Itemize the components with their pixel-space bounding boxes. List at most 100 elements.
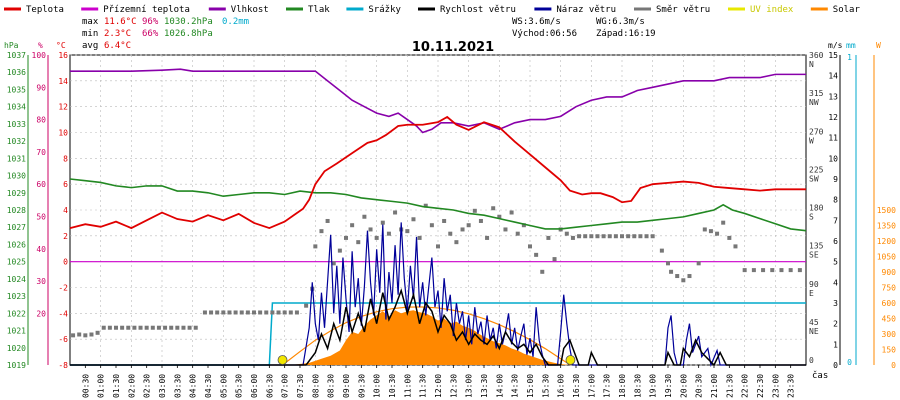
- legend-label: Vlhkost: [231, 5, 269, 15]
- pct-tick-label: 50: [36, 212, 46, 221]
- wind-dir-point: [215, 310, 220, 315]
- x-tick-label: 19:30: [664, 374, 673, 398]
- wind-dir-point: [150, 325, 155, 330]
- pressure-line: [69, 178, 807, 232]
- hpa-tick-label: 1024: [7, 275, 26, 284]
- x-tick-label: 04:30: [204, 374, 213, 398]
- wind-dir-point: [696, 261, 701, 266]
- degc-tick-label: 14: [58, 77, 68, 86]
- wind-dir-point: [77, 332, 82, 337]
- wind-dir-point: [448, 231, 453, 236]
- wind-dir-point: [337, 248, 342, 253]
- wind-dir-point: [761, 268, 766, 273]
- wind-dir-point: [497, 214, 502, 219]
- dir-tick-label: 315: [809, 89, 824, 98]
- sunrise-info: Východ:06:56: [512, 29, 577, 39]
- ms-tick-label: 1: [833, 340, 838, 349]
- hpa-tick-label: 1020: [7, 344, 26, 353]
- wind-dir-point: [681, 278, 686, 283]
- dir-tick-compass: NW: [809, 98, 819, 107]
- dir-tick-compass: N: [809, 60, 814, 69]
- dir-tick-compass: W: [809, 136, 814, 145]
- ms-tick-label: 8: [833, 196, 838, 205]
- stats-max-label: max: [82, 17, 99, 27]
- x-tick-label: 12:30: [449, 374, 458, 398]
- dir-tick-label: 90: [809, 280, 819, 289]
- wind-dir-point: [325, 218, 330, 223]
- wind-dir-point: [374, 235, 379, 240]
- wind-dir-point: [491, 206, 496, 211]
- x-tick-label: 22:00: [741, 374, 750, 398]
- degc-tick-label: -2: [58, 284, 68, 293]
- stats-max-rain: 0.2mm: [222, 17, 249, 27]
- wind-dir-point: [770, 268, 775, 273]
- wind-dir-point: [276, 310, 281, 315]
- stats-min-hum: 66%: [142, 29, 159, 39]
- wind-dir-point: [485, 235, 490, 240]
- wind-dir-point: [356, 240, 361, 245]
- wind-dir-point: [114, 325, 118, 330]
- wind-info: WS:3.6m/s WG:6.3m/s Východ:06:56 Západ:1…: [512, 17, 656, 39]
- wind-dir-point: [169, 325, 174, 330]
- wind-dir-point: [193, 325, 198, 330]
- legend-label: Solar: [833, 5, 861, 15]
- legend-label: Náraz větru: [556, 5, 616, 15]
- degc-tick-label: 2: [63, 232, 68, 241]
- wind-dir-point: [138, 325, 143, 330]
- dir-tick-compass: NE: [809, 327, 819, 336]
- degc-tick-label: 8: [63, 154, 68, 163]
- axes: 00:30 01:00 01:30 02:00 02:30 03:00 03:30 04:00…: [4, 41, 896, 398]
- wind-dir-point: [589, 234, 594, 239]
- x-tick-label: 10:00: [373, 374, 382, 398]
- wind-dir-point: [540, 269, 545, 274]
- wind-dir-point: [503, 227, 508, 232]
- mm-tick-label: 1: [847, 53, 852, 62]
- x-tick-label: 02:00: [127, 374, 136, 398]
- x-tick-label: 00:30: [81, 374, 90, 398]
- x-tick-label: 12:00: [434, 374, 443, 398]
- stats-min-temp: 2.3°C: [104, 29, 131, 39]
- wind-dir-point: [245, 310, 250, 315]
- ms-tick-label: 10: [828, 154, 838, 163]
- mm-unit-label: mm: [846, 41, 856, 50]
- wind-dir-point: [417, 235, 422, 240]
- ms-tick-label: 9: [833, 175, 838, 184]
- x-tick-label: 22:30: [756, 374, 765, 398]
- wind-dir-point: [362, 214, 367, 219]
- degc-tick-label: -8: [58, 361, 68, 370]
- stats-block: max 11.6°C 96% 1030.2hPa 0.2mm min 2.3°C…: [82, 17, 249, 51]
- wind-dir-point: [509, 210, 514, 215]
- ms-tick-label: 5: [833, 258, 838, 267]
- legend-label: Rychlost větru: [440, 5, 516, 15]
- pct-tick-label: 20: [36, 309, 46, 318]
- hpa-tick-label: 1037: [7, 51, 26, 60]
- degc-tick-label: 6: [63, 180, 68, 189]
- wind-dir-point: [570, 235, 575, 240]
- wind-dir-point: [331, 261, 336, 266]
- pct-unit-label: %: [38, 41, 43, 50]
- wind-dir-point: [221, 310, 226, 315]
- wind-dir-point: [552, 257, 557, 262]
- ms-tick-label: 3: [833, 299, 838, 308]
- pct-tick-label: 90: [36, 83, 46, 92]
- x-tick-label: 08:30: [327, 374, 336, 398]
- wind-dir-point: [209, 310, 214, 315]
- ms-tick-label: 4: [833, 278, 838, 287]
- ms-tick-label: 7: [833, 216, 838, 225]
- wind-dir-point: [733, 244, 738, 249]
- pct-tick-label: 40: [36, 245, 46, 254]
- x-tick-label: 14:30: [511, 374, 520, 398]
- ms-tick-label: 14: [828, 72, 838, 81]
- w-tick-label: 600: [882, 299, 897, 308]
- x-tick-label: 15:00: [526, 374, 535, 398]
- hpa-tick-label: 1034: [7, 103, 26, 112]
- dir-tick-label: 45: [809, 318, 819, 327]
- wind-dir-point: [386, 231, 391, 236]
- x-tick-label: 11:30: [419, 374, 428, 398]
- w-tick-label: 450: [882, 315, 897, 324]
- w-tick-label: 0: [891, 361, 896, 370]
- x-tick-label: 06:00: [250, 374, 259, 398]
- x-tick-label: 09:00: [342, 374, 351, 398]
- wind-dir-point: [687, 274, 692, 279]
